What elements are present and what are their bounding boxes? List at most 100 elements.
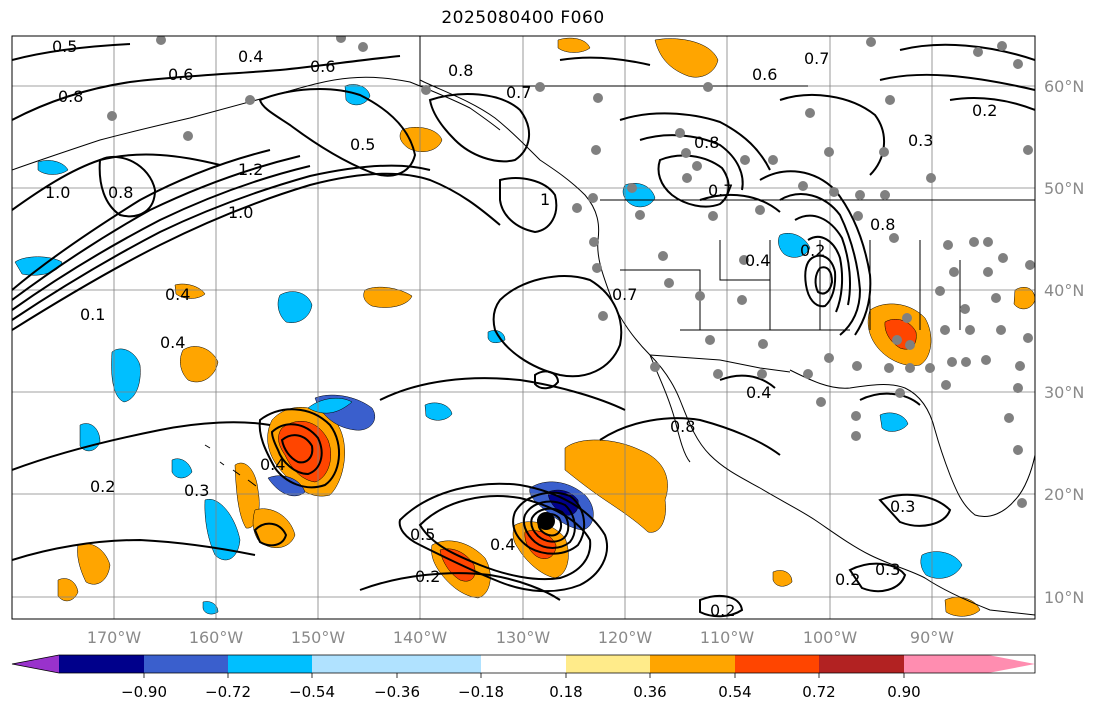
latitude-label: 30°N xyxy=(1044,383,1084,402)
latitude-label: 60°N xyxy=(1044,77,1084,96)
contour-label: 0.8 xyxy=(448,61,473,80)
latitude-label: 20°N xyxy=(1044,485,1084,504)
latitude-label: 40°N xyxy=(1044,281,1084,300)
colorbar-bin xyxy=(650,655,735,673)
orange-field xyxy=(557,37,591,53)
longitude-label: 120°W xyxy=(598,628,653,647)
contour-label: 0.7 xyxy=(804,49,829,68)
map-title: 2025080400 F060 xyxy=(441,8,605,28)
cyan-field xyxy=(277,291,313,323)
colorbar-bin xyxy=(481,655,566,673)
cyan-field xyxy=(879,412,909,432)
colorbar-bin xyxy=(819,655,904,673)
colorbar-tick-label: −0.90 xyxy=(121,683,167,701)
colorbar-underflow xyxy=(12,655,59,673)
contour-label: 0.2 xyxy=(800,241,825,260)
colorbar-tick-label: 0.90 xyxy=(887,683,920,701)
longitude-label: 150°W xyxy=(291,628,346,647)
colorbar-tick-label: 0.18 xyxy=(549,683,582,701)
colorbar-tick-label: −0.72 xyxy=(205,683,251,701)
contour-label: 0.2 xyxy=(835,570,860,589)
contour-label: 0.4 xyxy=(746,383,771,402)
orange-field xyxy=(399,127,443,152)
longitude-label: 100°W xyxy=(803,628,858,647)
contour-label: 0.7 xyxy=(708,181,733,200)
contour-label: 0.7 xyxy=(506,83,531,102)
cyan-field xyxy=(14,256,63,276)
shaded-fields xyxy=(14,37,1035,617)
orange-field xyxy=(77,543,111,585)
latitude-label: 50°N xyxy=(1044,179,1084,198)
colorbar-bin xyxy=(566,655,650,673)
contour-label: 0.3 xyxy=(875,560,900,579)
contour-label: 0.8 xyxy=(58,87,83,106)
colorbar-bin xyxy=(735,655,819,673)
contour-label: 0.6 xyxy=(168,65,193,84)
cyan-field xyxy=(204,498,241,561)
contour-label: 0.4 xyxy=(165,285,190,304)
cyan-field xyxy=(778,232,811,258)
contours xyxy=(12,43,1035,618)
contour-label: 1.2 xyxy=(238,160,263,179)
canada-region-border xyxy=(419,36,808,87)
contour-label: 1.0 xyxy=(228,203,253,222)
contour-label: 0.2 xyxy=(972,101,997,120)
contour-label: 0.4 xyxy=(490,535,515,554)
contour-label: 0.8 xyxy=(870,215,895,234)
cyan-field xyxy=(920,551,963,579)
contour-label: 0.5 xyxy=(410,525,435,544)
orange-field xyxy=(772,570,793,587)
contour-label: 0.5 xyxy=(52,37,77,56)
contour-label: 0.2 xyxy=(710,601,735,620)
colorbar-bin xyxy=(144,655,228,673)
contour-label: 0.4 xyxy=(745,251,770,270)
cyan-field xyxy=(424,402,453,421)
contour-label: 0.8 xyxy=(108,183,133,202)
contour-label: 0.2 xyxy=(415,567,440,586)
orange-field xyxy=(174,283,206,299)
map-frame xyxy=(11,35,1036,620)
baja-california-coast xyxy=(649,354,691,463)
latitude-axis: 60°N 50°N 40°N 30°N 20°N 10°N xyxy=(1044,77,1084,607)
cyan-field xyxy=(202,601,219,615)
orange-field xyxy=(180,346,219,383)
contour-label: 1 xyxy=(540,190,550,209)
longitude-label: 140°W xyxy=(393,628,448,647)
contour-label: 0.4 xyxy=(260,455,285,474)
hawaii-islands xyxy=(204,444,257,487)
contour-label: 0.6 xyxy=(310,57,335,76)
contour-label: 1.0 xyxy=(45,183,70,202)
longitude-label: 110°W xyxy=(700,628,755,647)
cyan-field xyxy=(111,348,141,403)
longitude-label: 90°W xyxy=(910,628,954,647)
contour-label: 0.1 xyxy=(80,305,105,324)
orange-field xyxy=(1013,287,1035,310)
us-mexico-border xyxy=(649,354,791,373)
colorbar-tick-label: −0.18 xyxy=(458,683,504,701)
contour-label: 0.3 xyxy=(890,497,915,516)
contour-label: 0.6 xyxy=(752,65,777,84)
north-america-coast xyxy=(419,36,1035,616)
storm-center-marker xyxy=(537,512,555,530)
contour-label: 0.8 xyxy=(670,417,695,436)
longitude-label: 170°W xyxy=(87,628,142,647)
cyan-field xyxy=(307,397,353,414)
orange-field xyxy=(654,38,719,78)
colorbar-tick-label: −0.36 xyxy=(374,683,420,701)
contour-label-group: 0.5 0.4 0.6 0.8 0.6 1.0 0.8 1.2 1.0 0.5 … xyxy=(45,37,997,620)
contour-label: 0.5 xyxy=(350,135,375,154)
colorbar-bin xyxy=(312,655,397,673)
contour-label: 0.3 xyxy=(908,131,933,150)
longitude-axis: 170°W 160°W 150°W 140°W 130°W 120°W 110°… xyxy=(87,628,954,647)
colorbar-tick-label: 0.72 xyxy=(802,683,835,701)
colorbar-tick-label: −0.54 xyxy=(289,683,335,701)
orange-field xyxy=(564,439,668,533)
contour-label: 0.2 xyxy=(90,477,115,496)
station-dots xyxy=(107,36,1035,508)
contour-label: 0.8 xyxy=(694,133,719,152)
colorbar: −0.90 −0.72 −0.54 −0.36 −0.18 0.18 0.36 … xyxy=(11,654,1036,701)
latitude-label: 10°N xyxy=(1044,588,1084,607)
contour-label: 0.4 xyxy=(238,47,263,66)
orange-field xyxy=(363,286,413,308)
